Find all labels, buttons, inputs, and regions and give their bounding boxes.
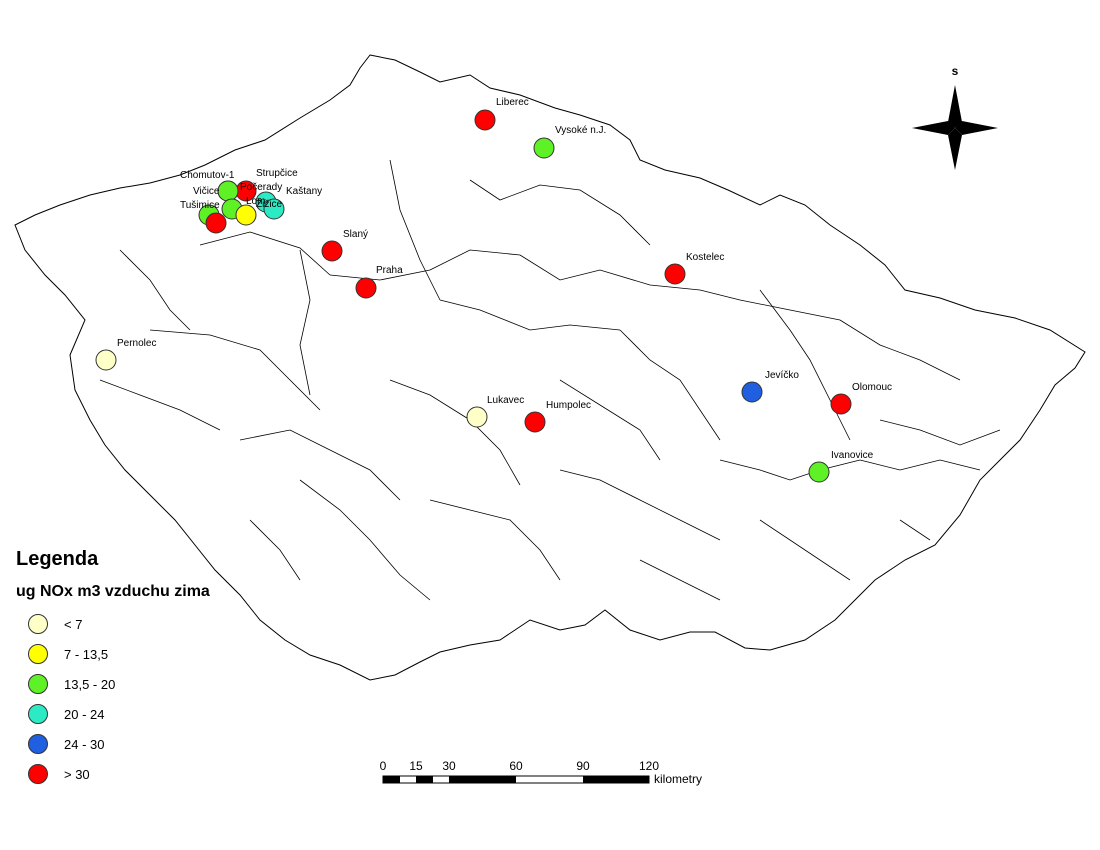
north-arrow-icon: [912, 85, 998, 170]
legend-item: 24 - 30: [14, 729, 210, 759]
scale-tick-30: 30: [442, 759, 456, 773]
station-marker: [205, 212, 227, 234]
scale-tick-120: 120: [639, 759, 659, 773]
legend-label: 24 - 30: [64, 736, 105, 752]
legend-subtitle: ug NOx m3 vzduchu zima: [16, 583, 210, 600]
station-marker: [830, 393, 852, 415]
stations-layer: Liberec Vysoké n.J. Chomutov-1 Strupčice Poč…: [95, 97, 892, 483]
station-marker: [217, 180, 239, 202]
compass-label: s: [952, 64, 959, 78]
station-label: Strupčice: [256, 168, 298, 179]
station-marker: [95, 349, 117, 371]
legend-swatch: [28, 614, 48, 634]
legend-swatch: [28, 734, 48, 754]
legend-title: Legenda: [16, 548, 99, 570]
station-label: Praha: [376, 265, 403, 276]
station-marker: [741, 381, 763, 403]
scale-tick-0: 0: [380, 759, 387, 773]
compass: s: [912, 64, 998, 170]
station-label: Žižice: [256, 197, 283, 210]
station-label: Kaštany: [286, 186, 322, 197]
scale-unit: kilometry: [654, 772, 702, 786]
legend-items: < 7 7 - 13,5 13,5 - 20 20 - 24 24 - 30 > 30: [14, 609, 210, 789]
legend-swatch: [28, 764, 48, 784]
legend-label: 13,5 - 20: [64, 676, 116, 692]
scale-bar: 0 15 30 60 90 120 kilometry: [380, 759, 702, 786]
station-marker: [235, 204, 257, 226]
station-label: Vičice: [193, 186, 220, 197]
station-marker: [321, 240, 343, 262]
station-label: Tušimice: [180, 200, 220, 211]
legend-swatch: [28, 674, 48, 694]
station-marker: [263, 198, 285, 220]
station-label: Vysoké n.J.: [555, 125, 606, 136]
station-label: Jevíčko: [765, 370, 799, 381]
legend-label: 7 - 13,5: [64, 646, 109, 662]
legend-item: 20 - 24: [14, 699, 210, 729]
legend-label: < 7: [64, 616, 83, 632]
station-label: Kostelec: [686, 252, 724, 263]
legend-item: > 30: [14, 759, 210, 789]
legend-swatch: [28, 704, 48, 724]
station-label: Humpolec: [546, 400, 591, 411]
scale-tick-60: 60: [509, 759, 523, 773]
station-label: Počerady: [240, 182, 282, 193]
station-marker: [533, 137, 555, 159]
legend-label: > 30: [64, 766, 90, 782]
station-marker: [474, 109, 496, 131]
legend-swatch: [28, 644, 48, 664]
station-marker: [466, 406, 488, 428]
station-label: Pernolec: [117, 338, 156, 349]
station-label: Chomutov-1: [180, 170, 235, 181]
station-marker: [664, 263, 686, 285]
station-label: Olomouc: [852, 382, 892, 393]
station-label: Liberec: [496, 97, 529, 108]
legend-item: 13,5 - 20: [14, 669, 210, 699]
legend-item: 7 - 13,5: [14, 639, 210, 669]
legend-item: < 7: [14, 609, 210, 639]
legend-label: 20 - 24: [64, 706, 105, 722]
station-marker: [355, 277, 377, 299]
station-label: Lukavec: [487, 395, 524, 406]
station-label: Slaný: [343, 229, 368, 240]
station-label: Lom: [246, 196, 265, 207]
station-label: Ivanovice: [831, 450, 874, 461]
legend: Legenda ug NOx m3 vzduchu zima < 7 7 - 13…: [14, 548, 210, 789]
station-marker: [808, 461, 830, 483]
scale-tick-15: 15: [409, 759, 423, 773]
station-marker: [524, 411, 546, 433]
scale-tick-90: 90: [576, 759, 590, 773]
